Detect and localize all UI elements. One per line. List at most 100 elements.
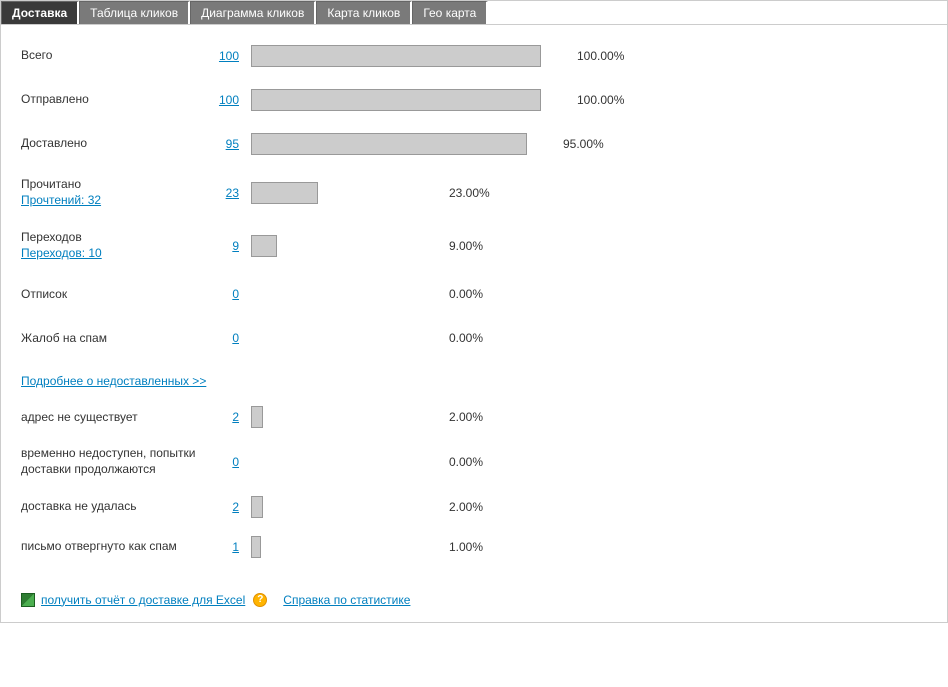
stat-label: Отписок	[21, 287, 196, 303]
stat-label-text: Прочитано	[21, 177, 196, 193]
stat-percent: 0.00%	[449, 287, 483, 301]
stat-row: ПрочитаноПрочтений: 32 23 23.00%	[21, 177, 927, 208]
detail-stat-row: письмо отвергнуто как спам 1 1.00%	[21, 536, 927, 558]
undelivered-section-link: Подробнее о недоставленных >>	[21, 374, 927, 388]
stat-bar	[251, 182, 318, 204]
tab-bar: ДоставкаТаблица кликовДиаграмма кликовКа…	[1, 1, 947, 25]
stat-label: Жалоб на спам	[21, 331, 196, 347]
stat-count-link[interactable]: 0	[232, 331, 239, 345]
stat-count: 23	[196, 186, 251, 200]
stat-percent: 23.00%	[449, 186, 490, 200]
undelivered-more-link[interactable]: Подробнее о недоставленных >>	[21, 374, 206, 388]
excel-report-link[interactable]: получить отчёт о доставке для Excel	[41, 593, 245, 607]
stat-count: 95	[196, 137, 251, 151]
detail-stat-percent: 2.00%	[449, 410, 483, 424]
detail-stat-count: 1	[196, 540, 251, 554]
stat-row: ПереходовПереходов: 10 9 9.00%	[21, 230, 927, 261]
stat-bar-cell: 9.00%	[251, 235, 641, 257]
stat-bar	[251, 235, 277, 257]
stat-row: Жалоб на спам 0 0.00%	[21, 327, 927, 349]
stat-sublabel: Прочтений: 32	[21, 193, 196, 209]
tab-2[interactable]: Диаграмма кликов	[190, 1, 316, 24]
stat-label-text: Доставлено	[21, 136, 196, 152]
stat-percent: 100.00%	[577, 93, 624, 107]
detail-stat-bar	[251, 406, 263, 428]
stat-row: Всего 100 100.00%	[21, 45, 927, 67]
stat-count-link[interactable]: 100	[219, 93, 239, 107]
stat-percent: 9.00%	[449, 239, 483, 253]
detail-stat-row: доставка не удалась 2 2.00%	[21, 496, 927, 518]
stat-label-text: Переходов	[21, 230, 196, 246]
stat-row: Отправлено 100 100.00%	[21, 89, 927, 111]
stat-count-link[interactable]: 9	[232, 239, 239, 253]
stat-percent: 95.00%	[563, 137, 604, 151]
detail-stat-count-link[interactable]: 2	[232, 500, 239, 514]
stat-row: Отписок 0 0.00%	[21, 283, 927, 305]
detail-stat-row: адрес не существует 2 2.00%	[21, 406, 927, 428]
stat-sublabel-link[interactable]: Прочтений: 32	[21, 193, 101, 207]
stat-count: 0	[196, 331, 251, 345]
detail-stat-count: 2	[196, 500, 251, 514]
report-panel: ДоставкаТаблица кликовДиаграмма кликовКа…	[0, 0, 948, 623]
detail-stat-percent: 0.00%	[449, 455, 483, 469]
detail-stat-bar	[251, 496, 263, 518]
detail-stat-label: доставка не удалась	[21, 499, 196, 515]
stat-percent: 0.00%	[449, 331, 483, 345]
stat-label-text: Отписок	[21, 287, 196, 303]
detail-stat-bar-cell: 2.00%	[251, 406, 501, 428]
stat-count: 9	[196, 239, 251, 253]
stat-count-link[interactable]: 23	[226, 186, 239, 200]
stat-percent: 100.00%	[577, 49, 624, 63]
detail-stat-bar-cell: 1.00%	[251, 536, 501, 558]
stat-label-text: Отправлено	[21, 92, 196, 108]
stats-help-link[interactable]: Справка по статистике	[283, 593, 410, 607]
stat-bar-cell: 95.00%	[251, 133, 641, 155]
detail-stat-bar-cell: 0.00%	[251, 451, 501, 473]
tab-4[interactable]: Гео карта	[412, 1, 488, 24]
stat-count-link[interactable]: 95	[226, 137, 239, 151]
stat-label: ПереходовПереходов: 10	[21, 230, 196, 261]
excel-icon	[21, 593, 35, 607]
stat-bar-cell: 0.00%	[251, 327, 641, 349]
tab-0[interactable]: Доставка	[1, 1, 79, 24]
stat-bar-cell: 0.00%	[251, 283, 641, 305]
tab-1[interactable]: Таблица кликов	[79, 1, 190, 24]
detail-stat-percent: 2.00%	[449, 500, 483, 514]
stat-sublabel: Переходов: 10	[21, 246, 196, 262]
detail-stat-row: временно недоступен, попытки доставки пр…	[21, 446, 927, 477]
stat-count: 100	[196, 49, 251, 63]
stat-count: 100	[196, 93, 251, 107]
footer-links: получить отчёт о доставке для Excel ? Сп…	[21, 593, 927, 607]
detail-stat-count-link[interactable]: 2	[232, 410, 239, 424]
detail-stat-label: временно недоступен, попытки доставки пр…	[21, 446, 196, 477]
detail-stat-count-link[interactable]: 0	[232, 455, 239, 469]
stat-bar-cell: 100.00%	[251, 45, 641, 67]
stat-label: Доставлено	[21, 136, 196, 152]
detail-stat-count-link[interactable]: 1	[232, 540, 239, 554]
stat-bar	[251, 45, 541, 67]
stat-label: Всего	[21, 48, 196, 64]
stat-sublabel-link[interactable]: Переходов: 10	[21, 246, 102, 260]
stat-label-text: Жалоб на спам	[21, 331, 196, 347]
detail-stat-label: письмо отвергнуто как спам	[21, 539, 196, 555]
stat-label-text: Всего	[21, 48, 196, 64]
detail-stats-list: адрес не существует 2 2.00% временно недост…	[21, 406, 927, 557]
help-icon: ?	[253, 593, 267, 607]
detail-stat-bar	[251, 536, 261, 558]
detail-stat-label: адрес не существует	[21, 410, 196, 426]
main-stats-list: Всего 100 100.00% Отправлено 100 100.00% Доста…	[21, 45, 927, 349]
detail-stat-bar-cell: 2.00%	[251, 496, 501, 518]
tab-3[interactable]: Карта кликов	[316, 1, 412, 24]
detail-stat-percent: 1.00%	[449, 540, 483, 554]
stat-bar	[251, 89, 541, 111]
stat-count-link[interactable]: 0	[232, 287, 239, 301]
detail-stat-count: 0	[196, 455, 251, 469]
stat-label: ПрочитаноПрочтений: 32	[21, 177, 196, 208]
stat-count-link[interactable]: 100	[219, 49, 239, 63]
stat-row: Доставлено 95 95.00%	[21, 133, 927, 155]
stat-bar-cell: 23.00%	[251, 182, 641, 204]
stat-bar-cell: 100.00%	[251, 89, 641, 111]
stat-bar	[251, 133, 527, 155]
detail-stat-count: 2	[196, 410, 251, 424]
stat-count: 0	[196, 287, 251, 301]
